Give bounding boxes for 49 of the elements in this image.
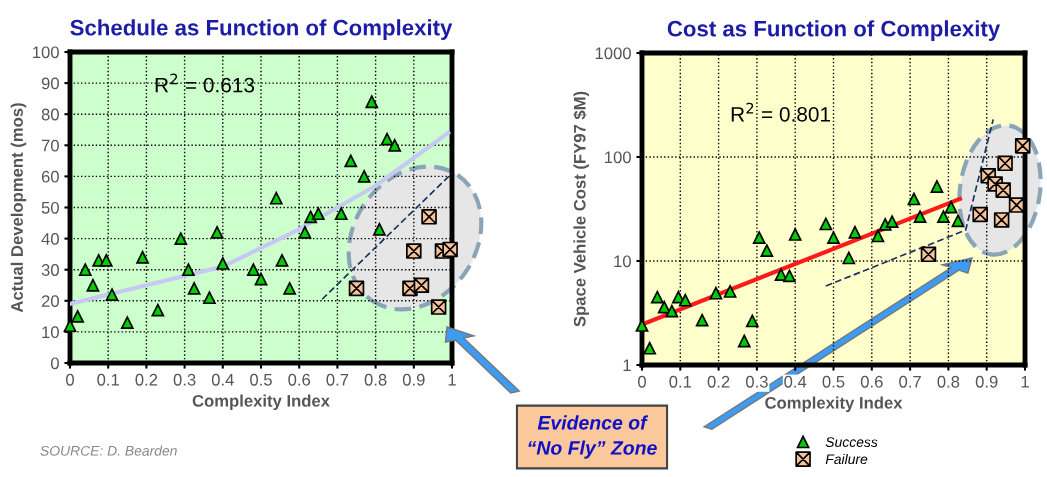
x-tick-label: 0.4 [784,375,807,388]
legend-label: Success [825,437,878,447]
x-axis-title: Complexity Index [192,394,330,411]
y-tick-label: 100 [605,151,631,164]
y-tick-label: 0 [50,357,59,370]
x-tick-label: 1 [1021,376,1029,388]
annotation: R$^{2}$ = 0.613 [155,73,255,93]
x-tick-label: 0.1 [97,373,119,386]
y-tick-label: 70 [41,139,59,152]
x-tick-label: 0.4 [211,373,234,386]
x-tick-label: 0.5 [250,373,272,386]
x-tick-label: 0.9 [975,375,998,388]
x-tick-label: 0.8 [937,375,960,388]
annotation: R$^{2}$ = 0.801 [731,102,831,122]
y-axis-title: Actual Development (mos) [10,103,27,313]
x-tick-label: 0.3 [745,375,768,388]
y-tick-label: 1 [623,359,631,372]
x-tick-label: 0.7 [326,373,349,386]
x-tick-label: 0.2 [135,373,158,386]
x-tick-label: 0.5 [822,375,845,388]
x-tick-label: 0.3 [173,373,196,386]
x-tick-label: 0.1 [669,375,692,388]
text: Evidence of “No Fly” Zone [528,415,657,459]
y-tick-label: 1000 [595,47,631,60]
x-tick-label: 1 [448,374,456,386]
y-axis-title: Space Vehicle Cost (FY97 $M) [573,91,589,327]
y-tick-label: 80 [41,108,59,121]
y-tick-label: 20 [41,295,59,307]
x-tick-label: 0 [638,375,646,388]
y-tick-label: 60 [41,170,59,183]
y-tick-label: 10 [614,255,631,268]
x-tick-label: 0.8 [364,373,387,386]
y-tick-label: 40 [41,233,59,245]
y-tick-label: 30 [41,264,59,276]
x-tick-label: 0.9 [402,373,425,386]
x-tick-label: 0.6 [860,375,883,388]
chart-title: Schedule as Function of Complexity [70,19,453,40]
y-tick-label: 100 [33,46,59,59]
source-note: SOURCE: D. Bearden [40,445,177,456]
x-tick-label: 0 [66,373,74,386]
y-tick-label: 90 [41,77,59,90]
chart-title: Cost as Function of Complexity [667,20,1001,41]
y-tick-label: 10 [42,326,59,339]
x-tick-label: 0.6 [288,373,311,386]
legend-label: Failure [825,453,868,465]
y-tick-label: 50 [41,201,59,214]
x-tick-label: 0.7 [899,375,921,388]
x-tick-label: 0.2 [707,375,730,388]
x-axis-title: Complexity Index [765,396,903,413]
